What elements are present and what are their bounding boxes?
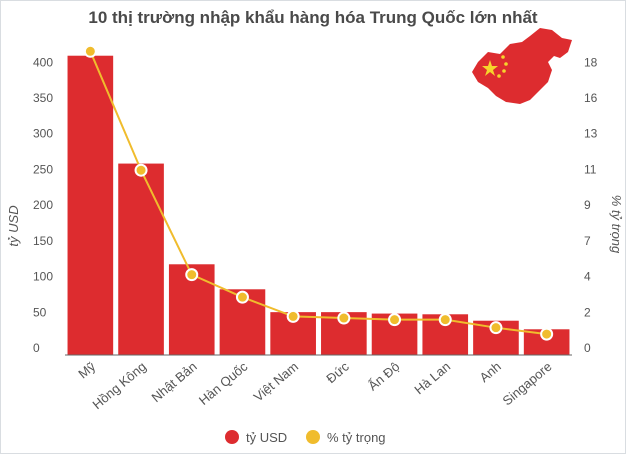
x-tick-label: Mỹ [75, 358, 98, 381]
bar [67, 55, 114, 355]
x-tick-label: Hồng Kông [89, 359, 148, 412]
y-right-tick-label: 2 [584, 305, 591, 319]
share-point [83, 44, 97, 58]
y-axis-left-title: tỷ USD [6, 205, 21, 246]
y-left-tick-label: 100 [33, 270, 53, 284]
legend-marker-share [306, 430, 320, 444]
share-point [134, 163, 148, 177]
x-tick-label: Nhật Bản [149, 359, 200, 405]
y-left-tick-label: 200 [33, 198, 53, 212]
china-map-flag-icon [472, 28, 572, 104]
x-tick-label: Đức [323, 358, 352, 386]
y-axis-right-title: % tỷ trọng [609, 195, 624, 254]
x-tick-label: Anh [477, 359, 504, 385]
share-point [286, 309, 300, 323]
x-tick-label: Hà Lan [411, 359, 453, 397]
y-left-tick-label: 50 [33, 305, 47, 319]
line-series [83, 44, 554, 341]
bar [118, 163, 164, 355]
y-left-tick-label: 350 [33, 91, 53, 105]
y-right-tick-label: 16 [584, 91, 598, 105]
share-point [540, 327, 554, 341]
share-point [388, 313, 402, 327]
y-axis-right-ticks: 0 2 4 7 9 11 13 16 18 [584, 55, 598, 355]
legend-label-usd: tỷ USD [246, 430, 287, 445]
x-tick-label: Ấn Độ [365, 359, 402, 394]
share-point [489, 321, 503, 335]
share-point [438, 313, 452, 327]
x-tick-label: Hàn Quốc [196, 358, 251, 407]
share-point [235, 290, 249, 304]
y-left-tick-label: 0 [33, 341, 40, 355]
chart-title: 10 thị trường nhập khẩu hàng hóa Trung Q… [88, 8, 538, 27]
y-right-tick-label: 18 [584, 55, 598, 69]
bar-series [67, 55, 570, 355]
legend-marker-usd [225, 430, 239, 444]
share-point [185, 268, 199, 282]
y-right-tick-label: 7 [584, 234, 591, 248]
legend: tỷ USD % tỷ trọng [225, 430, 386, 445]
x-tick-label: Singapore [500, 359, 555, 409]
y-right-tick-label: 4 [584, 270, 591, 284]
y-left-tick-label: 300 [33, 127, 53, 141]
share-line [89, 50, 547, 336]
x-tick-label: Việt Nam [251, 359, 301, 405]
share-point [337, 311, 351, 325]
y-axis-left-ticks: 0 50 100 150 200 250 300 350 400 [33, 55, 53, 355]
y-left-tick-label: 400 [33, 55, 53, 69]
y-right-tick-label: 11 [584, 162, 597, 176]
y-left-tick-label: 250 [33, 162, 53, 176]
y-left-tick-label: 150 [33, 234, 53, 248]
y-right-tick-label: 9 [584, 198, 591, 212]
y-right-tick-label: 0 [584, 341, 591, 355]
y-right-tick-label: 13 [584, 127, 598, 141]
legend-label-share: % tỷ trọng [327, 430, 386, 445]
